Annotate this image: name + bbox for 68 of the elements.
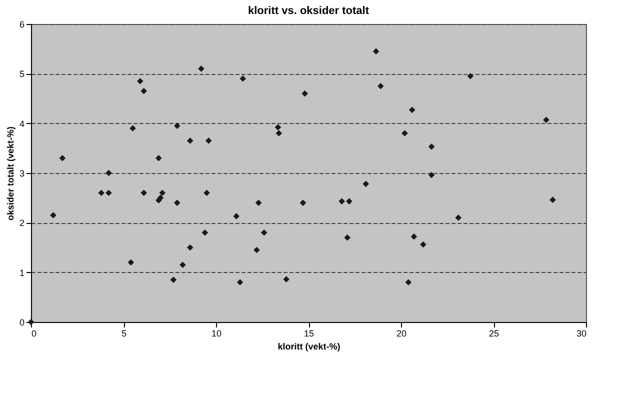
y-tick-label: 0: [19, 318, 24, 328]
point: [377, 82, 384, 90]
point: [130, 125, 136, 132]
point: [405, 279, 412, 286]
point: [362, 180, 370, 188]
y-tick-label: 2: [19, 218, 24, 228]
x-axis-title: kloritt (vekt-%): [278, 342, 340, 352]
y-tick-label: 5: [19, 69, 24, 80]
x-tick-label: 15: [304, 328, 314, 338]
point: [140, 88, 148, 94]
point: [338, 198, 345, 204]
point: [410, 233, 418, 240]
point: [408, 106, 416, 114]
x-tick-label: 30: [576, 328, 586, 338]
x-tick-label: 10: [211, 328, 222, 338]
point: [300, 200, 306, 206]
point: [428, 172, 435, 178]
point: [186, 244, 194, 251]
point: [174, 200, 180, 206]
point: [283, 276, 290, 282]
point: [428, 144, 435, 150]
point: [159, 190, 166, 196]
point: [455, 214, 462, 221]
y-tick-label: 6: [19, 20, 24, 30]
point: [402, 130, 408, 136]
point: [255, 200, 262, 206]
point: [550, 196, 556, 203]
point: [372, 48, 380, 54]
x-tick-label: 25: [488, 328, 500, 338]
x-tick-label: 20: [396, 328, 407, 338]
point: [260, 229, 268, 236]
point: [128, 259, 134, 266]
point: [50, 212, 56, 218]
point: [467, 72, 474, 80]
point: [157, 194, 164, 201]
y-axis-title: oksider totalt (vekt-%): [5, 126, 16, 221]
chart-title: kloritt vs. oksider totalt: [248, 5, 370, 17]
point: [174, 122, 180, 129]
point: [346, 198, 352, 204]
point: [254, 246, 260, 254]
point: [344, 234, 351, 241]
point: [170, 276, 177, 283]
y-tick-label: 3: [19, 168, 24, 178]
point: [98, 190, 104, 196]
y-tick-label: 1: [19, 268, 24, 278]
point: [106, 170, 112, 176]
point: [186, 138, 194, 144]
point: [204, 190, 210, 196]
y-tick-label: 4: [19, 118, 24, 129]
point: [106, 190, 112, 196]
x-tick-label: 0: [32, 328, 37, 338]
point: [302, 90, 308, 97]
point: [233, 213, 240, 220]
point: [202, 229, 208, 236]
point: [236, 279, 244, 286]
point: [155, 154, 162, 162]
point: [543, 116, 550, 124]
point: [276, 130, 282, 136]
point: [274, 124, 282, 130]
point: [136, 78, 144, 84]
point: [205, 138, 212, 144]
point: [198, 66, 204, 72]
point: [59, 154, 66, 162]
x-tick-label: 5: [121, 328, 127, 338]
point: [180, 262, 186, 268]
point: [420, 241, 426, 248]
point: [240, 75, 246, 82]
point: [140, 190, 148, 196]
